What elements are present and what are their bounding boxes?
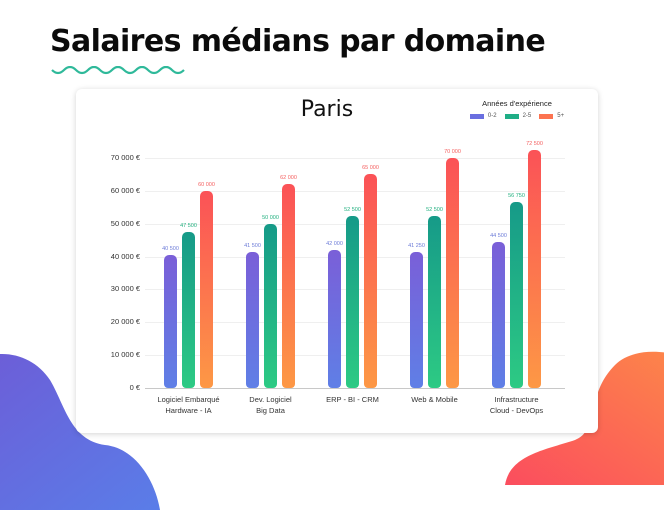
decorative-blob-right <box>505 351 664 485</box>
bar-value-label: 72 500 <box>526 140 543 147</box>
x-category-label: ERP - BI - CRM <box>308 394 398 405</box>
bar-0-2[interactable] <box>492 241 505 388</box>
bar-value-label: 47 500 <box>180 222 197 229</box>
y-tick-label: 0 € <box>129 383 140 392</box>
x-label-line: Infrastructure <box>494 395 539 404</box>
y-tick-label: 70 000 € <box>110 153 140 162</box>
bar-5-plus[interactable] <box>364 174 377 388</box>
legend-item-5-plus[interactable]: 5+ <box>539 113 564 119</box>
legend-label: 2-5 <box>522 113 532 119</box>
x-label-line: Hardware - IA <box>165 406 212 415</box>
bar-0-2[interactable] <box>164 254 177 388</box>
bar-value-label: 41 500 <box>244 242 261 249</box>
bar-value-label: 52 500 <box>344 206 361 213</box>
legend-label: 0-2 <box>487 113 497 119</box>
y-tick-label: 40 000 € <box>110 251 140 261</box>
bar-2-5[interactable] <box>346 215 359 388</box>
x-category-label: Logiciel Embarqué Hardware - IA <box>144 394 234 416</box>
x-axis-line <box>145 388 565 389</box>
chart-card: Paris Années d'expérience 0-2 2-5 5+ 0 €… <box>76 89 598 433</box>
legend-swatch <box>539 113 554 119</box>
bar-value-label: 50 000 <box>262 214 279 221</box>
legend-title: Années d'expérience <box>482 99 552 108</box>
bar-2-5[interactable] <box>182 231 195 388</box>
bar-5-plus[interactable] <box>528 149 541 388</box>
x-label-line: Logiciel Embarqué <box>157 395 220 404</box>
bar-value-label: 42 000 <box>326 241 343 247</box>
bar-2-5[interactable] <box>428 215 441 388</box>
chart-title: Paris <box>300 97 354 122</box>
legend-swatch <box>504 113 519 119</box>
plot-area: 0 € 10 000 € 20 000 € 30 000 € 40 000 € 50 00… <box>76 89 598 433</box>
x-category-label: Dev. Logiciel Big Data <box>226 394 316 416</box>
x-label-line: Cloud - DevOps <box>489 406 544 415</box>
bar-value-label: 44 500 <box>490 232 507 239</box>
bar-value-label: 60 000 <box>198 181 215 188</box>
bar-2-5[interactable] <box>510 201 523 388</box>
y-tick-label: 30 000 € <box>110 284 140 294</box>
legend-swatch <box>469 113 484 119</box>
bar-value-label: 52 500 <box>426 206 443 213</box>
chart-legend: Années d'expérience 0-2 2-5 5+ <box>452 99 582 119</box>
gridline <box>145 158 565 159</box>
y-tick-label: 50 000 € <box>110 218 140 228</box>
bar-5-plus[interactable] <box>282 184 295 388</box>
bar-0-2[interactable] <box>410 252 423 388</box>
bar-2-5[interactable] <box>264 223 277 388</box>
bar-value-label: 65 000 <box>362 165 379 172</box>
y-tick-label: 60 000 € <box>110 185 140 195</box>
bar-value-label: 62 000 <box>280 175 297 182</box>
x-label-line: ERP - BI - CRM <box>326 395 379 404</box>
x-category-label: Web & Mobile <box>390 394 480 405</box>
legend-item-0-2[interactable]: 0-2 <box>469 113 497 119</box>
bar-0-2[interactable] <box>328 250 341 388</box>
x-category-label: Infrastructure Cloud - DevOps <box>472 394 562 416</box>
bar-value-label: 70 000 <box>444 149 461 155</box>
bar-0-2[interactable] <box>246 251 259 388</box>
bar-value-label: 41 250 <box>408 243 425 250</box>
legend-item-2-5[interactable]: 2-5 <box>504 113 532 119</box>
x-label-line: Big Data <box>256 406 285 415</box>
x-label-line: Dev. Logiciel <box>249 395 292 404</box>
wave-underline-icon <box>51 66 185 75</box>
y-tick-label: 20 000 € <box>110 317 140 327</box>
bar-5-plus[interactable] <box>200 190 213 388</box>
gridline <box>145 190 565 192</box>
bar-value-label: 40 500 <box>162 245 179 252</box>
page-headline: Salaires médians par domaine <box>50 24 546 59</box>
x-label-line: Web & Mobile <box>411 395 458 404</box>
y-tick-label: 10 000 € <box>110 350 140 360</box>
bar-5-plus[interactable] <box>446 158 459 388</box>
legend-label: 5+ <box>557 113 565 119</box>
bar-value-label: 56 750 <box>508 192 525 199</box>
